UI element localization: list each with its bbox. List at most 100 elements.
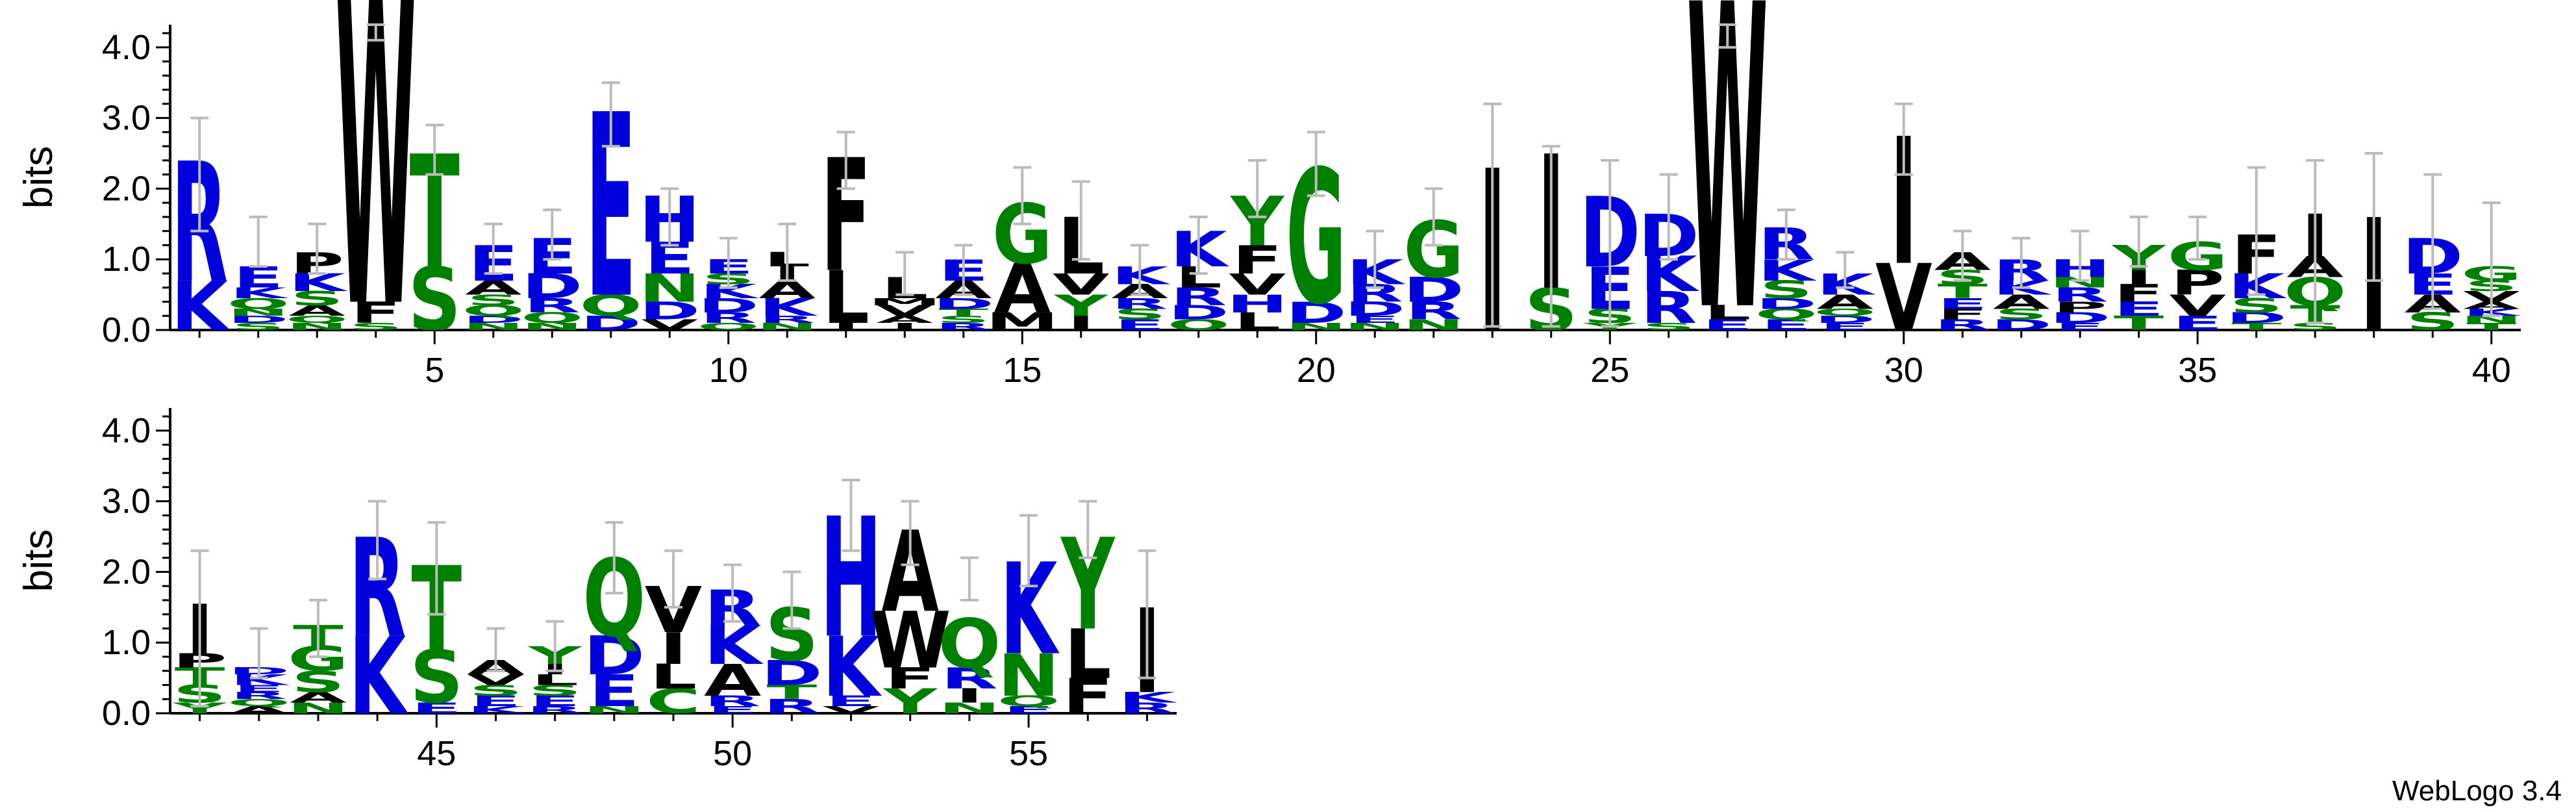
residue-letter: T [2114, 312, 2164, 335]
residue-letter: I [891, 321, 918, 332]
residue-letter: K [230, 285, 290, 301]
residue-letter: A [1993, 291, 2050, 314]
residue-letter: E [589, 666, 640, 717]
residue-letter: D [521, 266, 582, 306]
residue-letter: N [1344, 321, 1406, 332]
residue-letter: E [1350, 314, 1400, 325]
residue-letter: N [227, 307, 289, 318]
residue-letter: E [1761, 316, 1811, 333]
residue-letter: T [2231, 321, 2281, 332]
residue-letter: A [465, 277, 522, 299]
residue-letter: Q [286, 314, 348, 325]
residue-letter: D [1286, 296, 1347, 330]
residue-letter: V [1875, 246, 1932, 353]
residue-letter: E [1820, 321, 1870, 332]
residue-letter: V [876, 303, 933, 320]
residue-letter: L [1064, 615, 1112, 694]
residue-letter: F [351, 296, 401, 330]
residue-letter: I [1068, 312, 1095, 335]
residue-letter: D [933, 296, 994, 312]
residue-letter: M [986, 307, 1059, 335]
residue-letter: D [2049, 310, 2110, 327]
residue-letter: V [822, 704, 879, 715]
y-tick-label: 2.0 [102, 552, 151, 591]
residue-letter: R [1405, 297, 1462, 325]
residue-letter: Y [882, 682, 938, 722]
y-tick-label: 3.0 [102, 99, 151, 138]
residue-letter: N [997, 642, 1059, 710]
residue-letter: V [1229, 268, 1286, 302]
residue-letter: F [885, 662, 936, 696]
x-tick-label: 15 [1003, 351, 1042, 390]
residue-letter: D [228, 314, 289, 325]
residue-letter: S [1642, 321, 1695, 332]
residue-letter: Q [580, 289, 642, 323]
residue-letter: E [1703, 316, 1753, 333]
residue-letter: S [937, 314, 990, 325]
residue-letter: L [1234, 307, 1281, 335]
residue-letter: D [639, 297, 700, 325]
residue-letter: N [462, 321, 524, 332]
logo-panel-bottom: 0.01.02.03.04.0bits455055YSTPIAQREKDNASG… [16, 408, 1179, 773]
residue-letter: K [822, 620, 882, 715]
residue-letter: D [581, 312, 642, 335]
residue-letter: D [2226, 310, 2287, 327]
residue-letter: S [292, 666, 345, 700]
y-tick-label: 0.0 [102, 694, 151, 733]
y-tick-label: 4.0 [102, 28, 151, 67]
residue-letter: D [1344, 298, 1405, 320]
residue-letter: E [471, 693, 521, 710]
residue-letter: Y [1053, 289, 1108, 323]
residue-letter: A [231, 704, 288, 715]
residue-letter: K [467, 704, 527, 715]
residue-letter: R [1640, 283, 1697, 333]
residue-letter: S [469, 682, 522, 699]
residue-letter: K [1816, 268, 1876, 302]
residue-letter: N [583, 704, 645, 715]
residue-letter: N [938, 700, 1000, 717]
x-tick-label: 30 [1884, 351, 1923, 390]
residue-letter: E [1938, 296, 1988, 312]
residue-letter: T [766, 681, 817, 704]
residue-letter: K [1118, 689, 1179, 706]
residue-letter: L [1704, 301, 1751, 324]
residue-letter: R [1119, 700, 1176, 717]
residue-letter: I [2125, 266, 2153, 289]
residue-letter: T [2466, 321, 2516, 332]
residue-letter: S [1760, 276, 1812, 304]
residue-letter: R [763, 695, 820, 718]
residue-letter: V [641, 316, 698, 333]
residue-letter: Q [997, 693, 1060, 710]
residue-letter: S [232, 321, 284, 332]
residue-letter: S [349, 321, 402, 332]
residue-letter: E [826, 693, 877, 710]
residue-letter: R [1112, 296, 1168, 312]
residue-letter: A [1816, 291, 1873, 314]
residue-letter: S [2407, 307, 2459, 335]
x-tick-label: 35 [2178, 351, 2217, 390]
residue-letter: Q [938, 605, 1001, 683]
y-axis-label: bits [16, 529, 61, 592]
residue-letter: P [2171, 263, 2225, 303]
residue-letter: R [1170, 283, 1227, 311]
residue-letter: F [2114, 279, 2164, 307]
residue-letter: R [527, 704, 584, 715]
y-tick-label: 4.0 [102, 411, 151, 450]
residue-letter: D [1168, 301, 1229, 324]
residue-letter: E [1115, 316, 1165, 333]
residue-letter: E [530, 693, 581, 710]
residue-letter: K [704, 615, 764, 677]
residue-letter: W [1687, 0, 1768, 405]
residue-letter: A [704, 655, 761, 706]
y-axis-label: bits [16, 146, 61, 209]
residue-letter: E [2114, 298, 2164, 320]
x-tick-label: 50 [713, 734, 752, 773]
residue-letter: A [288, 303, 345, 320]
residue-letter: R [941, 662, 998, 696]
residue-letter: A [994, 249, 1051, 329]
residue-letter: L [823, 256, 869, 340]
x-tick-label: 45 [417, 734, 456, 773]
residue-letter: N [1285, 321, 1347, 332]
x-tick-label: 10 [709, 351, 748, 390]
